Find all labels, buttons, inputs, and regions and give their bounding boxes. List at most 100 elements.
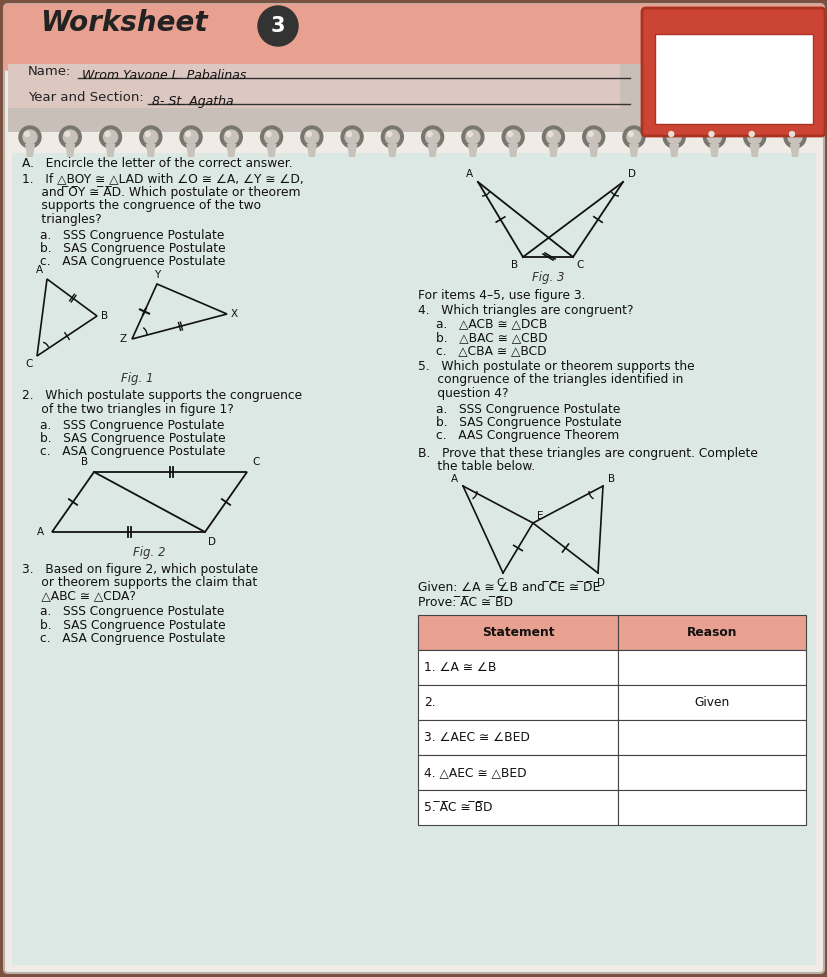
FancyBboxPatch shape (4, 4, 823, 71)
Text: D: D (208, 537, 216, 547)
Circle shape (306, 132, 311, 137)
Circle shape (501, 126, 523, 148)
Text: b.   △BAC ≅ △CBD: b. △BAC ≅ △CBD (436, 331, 547, 344)
Text: △ABC ≅ △CDA?: △ABC ≅ △CDA? (22, 589, 136, 603)
Text: 1. ∠A ≅ ∠B: 1. ∠A ≅ ∠B (423, 661, 495, 674)
Text: 4. △AEC ≅ △BED: 4. △AEC ≅ △BED (423, 766, 526, 779)
FancyBboxPatch shape (418, 790, 617, 825)
Text: Fig. 1: Fig. 1 (121, 372, 153, 385)
Circle shape (347, 132, 351, 137)
Circle shape (224, 130, 238, 144)
Text: 5.   Which postulate or theorem supports the: 5. Which postulate or theorem supports t… (418, 360, 694, 373)
Text: Year and Section:: Year and Section: (28, 91, 144, 104)
Polygon shape (146, 144, 155, 157)
Circle shape (546, 130, 560, 144)
Circle shape (184, 130, 198, 144)
Circle shape (466, 132, 472, 137)
Circle shape (144, 130, 158, 144)
Circle shape (466, 130, 480, 144)
Circle shape (63, 130, 77, 144)
Circle shape (703, 126, 724, 148)
Circle shape (140, 126, 161, 148)
Polygon shape (226, 144, 236, 157)
Text: b.   SAS Congruence Postulate: b. SAS Congruence Postulate (436, 416, 621, 429)
Circle shape (542, 126, 564, 148)
Text: question 4?: question 4? (418, 387, 508, 400)
FancyBboxPatch shape (617, 650, 805, 685)
Polygon shape (307, 144, 317, 157)
Text: 5. ̅A̅C ≅ ̅B̅D: 5. ̅A̅C ≅ ̅B̅D (423, 801, 492, 814)
Text: C: C (495, 578, 503, 588)
Text: 3. ∠AEC ≅ ∠BED: 3. ∠AEC ≅ ∠BED (423, 731, 529, 744)
Text: Fig. 3: Fig. 3 (531, 271, 563, 284)
Circle shape (586, 130, 600, 144)
Circle shape (789, 132, 794, 137)
Text: 2.: 2. (423, 696, 435, 709)
Text: Given: Given (694, 696, 729, 709)
Text: c.   ASA Congruence Postulate: c. ASA Congruence Postulate (40, 632, 225, 645)
Text: b.   SAS Congruence Postulate: b. SAS Congruence Postulate (40, 432, 225, 445)
Circle shape (265, 132, 270, 137)
Text: E: E (537, 511, 543, 521)
Text: C: C (576, 260, 583, 270)
Text: a.   SSS Congruence Postulate: a. SSS Congruence Postulate (436, 403, 619, 415)
Text: A: A (451, 474, 457, 484)
Circle shape (461, 126, 483, 148)
FancyBboxPatch shape (418, 650, 617, 685)
FancyBboxPatch shape (418, 720, 617, 755)
Polygon shape (347, 144, 356, 157)
Circle shape (105, 132, 110, 137)
Circle shape (587, 132, 592, 137)
Text: a.   △ACB ≅ △DCB: a. △ACB ≅ △DCB (436, 318, 547, 330)
FancyBboxPatch shape (418, 755, 617, 790)
Text: A.   Encircle the letter of the correct answer.: A. Encircle the letter of the correct an… (22, 157, 292, 170)
Polygon shape (65, 144, 75, 157)
Circle shape (747, 130, 761, 144)
Text: B: B (607, 474, 614, 484)
Circle shape (427, 132, 432, 137)
Circle shape (385, 130, 399, 144)
Text: 3.   Based on figure 2, which postulate: 3. Based on figure 2, which postulate (22, 563, 258, 575)
Text: 2.   Which postulate supports the congruence: 2. Which postulate supports the congruen… (22, 390, 302, 403)
Circle shape (386, 132, 391, 137)
Text: C: C (26, 359, 33, 369)
Text: b.   SAS Congruence Postulate: b. SAS Congruence Postulate (40, 618, 225, 631)
Text: B: B (81, 457, 88, 467)
Text: B: B (510, 260, 518, 270)
Text: a.   SSS Congruence Postulate: a. SSS Congruence Postulate (40, 418, 224, 432)
Text: Given: ∠A ≅ ∠B and ̅C̅E ≅ ̅D̅E: Given: ∠A ≅ ∠B and ̅C̅E ≅ ̅D̅E (418, 581, 600, 594)
FancyBboxPatch shape (654, 34, 812, 124)
FancyBboxPatch shape (617, 615, 805, 650)
Polygon shape (668, 144, 678, 157)
Circle shape (145, 132, 151, 137)
Circle shape (185, 132, 190, 137)
Text: 1.   If △BOY ≅ △LAD with ∠O ≅ ∠A, ∠Y ≅ ∠D,: 1. If △BOY ≅ △LAD with ∠O ≅ ∠A, ∠Y ≅ ∠D, (22, 173, 304, 186)
Text: A: A (36, 265, 43, 275)
Text: A: A (466, 169, 472, 179)
Polygon shape (25, 144, 35, 157)
Text: congruence of the triangles identified in: congruence of the triangles identified i… (418, 373, 682, 387)
Circle shape (258, 6, 298, 46)
Text: b.   SAS Congruence Postulate: b. SAS Congruence Postulate (40, 242, 225, 255)
Text: Score: Score (700, 12, 766, 32)
Circle shape (425, 130, 439, 144)
Circle shape (421, 126, 443, 148)
Circle shape (628, 132, 633, 137)
Circle shape (60, 126, 81, 148)
Text: the table below.: the table below. (418, 460, 534, 474)
Circle shape (706, 130, 720, 144)
Circle shape (505, 130, 519, 144)
FancyBboxPatch shape (617, 755, 805, 790)
Text: Z: Z (120, 334, 127, 344)
Polygon shape (629, 144, 638, 157)
Text: and ̅O̅Y ≅ ̅A̅D. Which postulate or theorem: and ̅O̅Y ≅ ̅A̅D. Which postulate or theo… (22, 186, 300, 199)
Text: of the two triangles in figure 1?: of the two triangles in figure 1? (22, 403, 233, 416)
Text: B.   Prove that these triangles are congruent. Complete: B. Prove that these triangles are congru… (418, 447, 757, 460)
Text: C: C (251, 457, 259, 467)
Circle shape (547, 132, 552, 137)
Circle shape (99, 126, 122, 148)
FancyBboxPatch shape (617, 685, 805, 720)
Text: D: D (627, 169, 635, 179)
Text: triangles?: triangles? (22, 213, 102, 226)
Text: c.   AAS Congruence Theorem: c. AAS Congruence Theorem (436, 430, 619, 443)
